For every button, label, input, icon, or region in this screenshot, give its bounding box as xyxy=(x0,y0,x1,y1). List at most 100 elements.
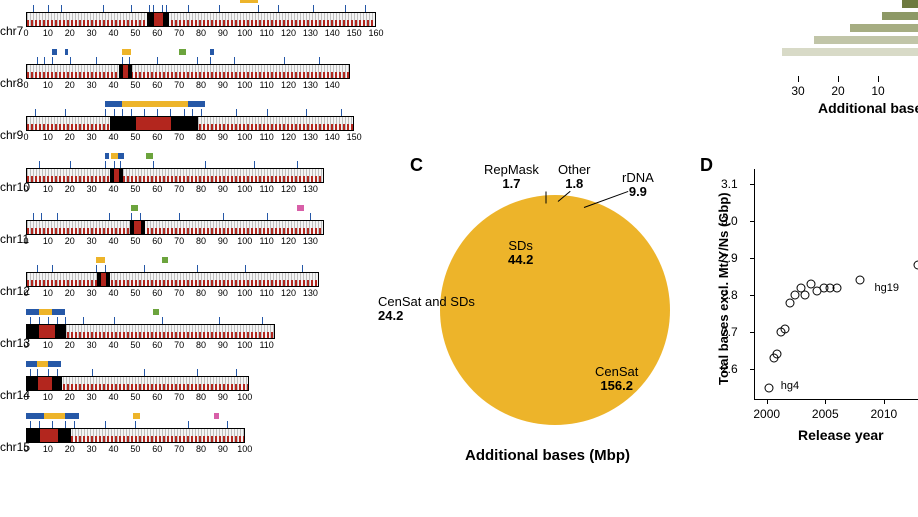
axis-tick-label: 90 xyxy=(218,80,228,90)
blue-tick xyxy=(37,369,38,376)
axis-tick-label: 40 xyxy=(108,184,118,194)
blue-tick xyxy=(254,161,255,168)
bar xyxy=(902,0,918,8)
blue-tick xyxy=(120,161,121,168)
panel-d-letter: D xyxy=(700,155,713,176)
blue-tick xyxy=(144,369,145,376)
axis-tick-label: 20 xyxy=(65,236,75,246)
annotation-gold xyxy=(122,101,188,107)
pie-slice-label: CenSat and SDs24.2 xyxy=(378,295,475,323)
blue-tick xyxy=(114,317,115,324)
annotation-green xyxy=(179,49,186,55)
blue-tick xyxy=(262,317,263,324)
panel-d-scatter: D 2.62.72.82.93.03.1200020052010hg4hg19 … xyxy=(700,155,918,455)
axis-tick-label: 30 xyxy=(87,132,97,142)
axis-tick-label: 10 xyxy=(43,288,53,298)
ideogram xyxy=(26,64,350,79)
blue-tick xyxy=(306,109,307,116)
axis-tick-label: 130 xyxy=(303,28,318,38)
blue-tick xyxy=(319,57,320,64)
annotation-blue xyxy=(52,309,65,315)
ideogram xyxy=(26,376,249,391)
axis-tick-label: 50 xyxy=(130,392,140,402)
blue-tick xyxy=(114,161,115,168)
blue-tick xyxy=(205,161,206,168)
axis-tick-label: 110 xyxy=(259,28,273,38)
blue-tick xyxy=(30,317,31,324)
blue-tick xyxy=(153,5,154,12)
axis-tick-label: 90 xyxy=(218,132,228,142)
axis-tick-label: 130 xyxy=(303,132,318,142)
axis-tick-label: 60 xyxy=(152,444,162,454)
scatter-point xyxy=(833,283,842,292)
axis-tick-label: 90 xyxy=(218,184,228,194)
annotation-blue xyxy=(188,101,206,107)
ideogram xyxy=(26,12,376,27)
axis-tick-label: 140 xyxy=(325,80,340,90)
blue-tick xyxy=(197,57,198,64)
axis-tick-label: 10 xyxy=(43,132,53,142)
annotation-blue xyxy=(65,413,78,419)
annotation-pink xyxy=(297,205,304,211)
blue-tick xyxy=(37,265,38,272)
axis-tick-label: 100 xyxy=(237,184,252,194)
blue-tick xyxy=(57,317,58,324)
ideogram xyxy=(26,272,319,287)
axis-tick-label: 0 xyxy=(23,392,28,402)
blue-tick xyxy=(48,5,49,12)
x-tick-label: 2005 xyxy=(812,407,839,421)
blue-tick xyxy=(157,57,158,64)
blue-tick xyxy=(236,109,237,116)
axis-tick-label: 120 xyxy=(281,132,296,142)
ideogram xyxy=(26,168,324,183)
axis-tick-label: 90 xyxy=(218,28,228,38)
axis-tick-label: 10 xyxy=(43,444,53,454)
blue-tick xyxy=(166,5,167,12)
axis-tick-label: 110 xyxy=(259,80,273,90)
blue-tick xyxy=(310,213,311,220)
axis-tick-label: 10 xyxy=(43,392,53,402)
blue-tick xyxy=(131,213,132,220)
axis-tick-label: 0 xyxy=(23,80,28,90)
bar xyxy=(782,48,918,56)
axis-tick-label: 70 xyxy=(174,132,184,142)
scatter-point xyxy=(790,291,799,300)
axis-tick-label: 120 xyxy=(281,288,296,298)
axis-tick-label: 60 xyxy=(152,340,162,350)
bar xyxy=(882,12,918,20)
scatter-point-label: hg19 xyxy=(874,282,898,294)
annotation-green xyxy=(131,205,138,211)
blue-tick xyxy=(109,213,110,220)
blue-tick xyxy=(297,161,298,168)
axis-tick-label: 30 xyxy=(87,340,97,350)
pie-slice-label: Other1.8 xyxy=(558,163,591,191)
panel-a-ideograms: chr7010203040506070809010011012013014015… xyxy=(0,0,400,464)
blue-tick xyxy=(39,161,40,168)
axis-tick-label: 0 xyxy=(23,288,28,298)
axis-tick-label: 70 xyxy=(174,236,184,246)
axis-tick-label: 80 xyxy=(196,340,206,350)
axis-tick-label: 10 xyxy=(43,28,53,38)
axis-tick-label: 90 xyxy=(218,444,228,454)
panel-b-axis-title: Additional bases (M xyxy=(818,100,918,116)
blue-tick xyxy=(65,421,66,428)
annotation-blue xyxy=(26,361,37,367)
blue-tick xyxy=(140,213,141,220)
axis-tick-label: 30 xyxy=(87,80,97,90)
blue-tick xyxy=(234,57,235,64)
blue-tick xyxy=(30,421,31,428)
blue-tick xyxy=(197,265,198,272)
axis-tick-label: 50 xyxy=(130,340,140,350)
axis-tick-label: 160 xyxy=(368,28,383,38)
axis-tick-label: 30 xyxy=(87,28,97,38)
axis-tick-label: 110 xyxy=(259,236,273,246)
axis-tick-label: 80 xyxy=(196,132,206,142)
blue-tick xyxy=(33,5,34,12)
panel-c-title: Additional bases (Mbp) xyxy=(465,447,630,464)
blue-tick xyxy=(52,57,53,64)
blue-tick xyxy=(219,317,220,324)
blue-tick xyxy=(70,161,71,168)
annotation-blue xyxy=(26,309,39,315)
blue-tick xyxy=(105,161,106,168)
axis-tick-label: 130 xyxy=(303,80,318,90)
